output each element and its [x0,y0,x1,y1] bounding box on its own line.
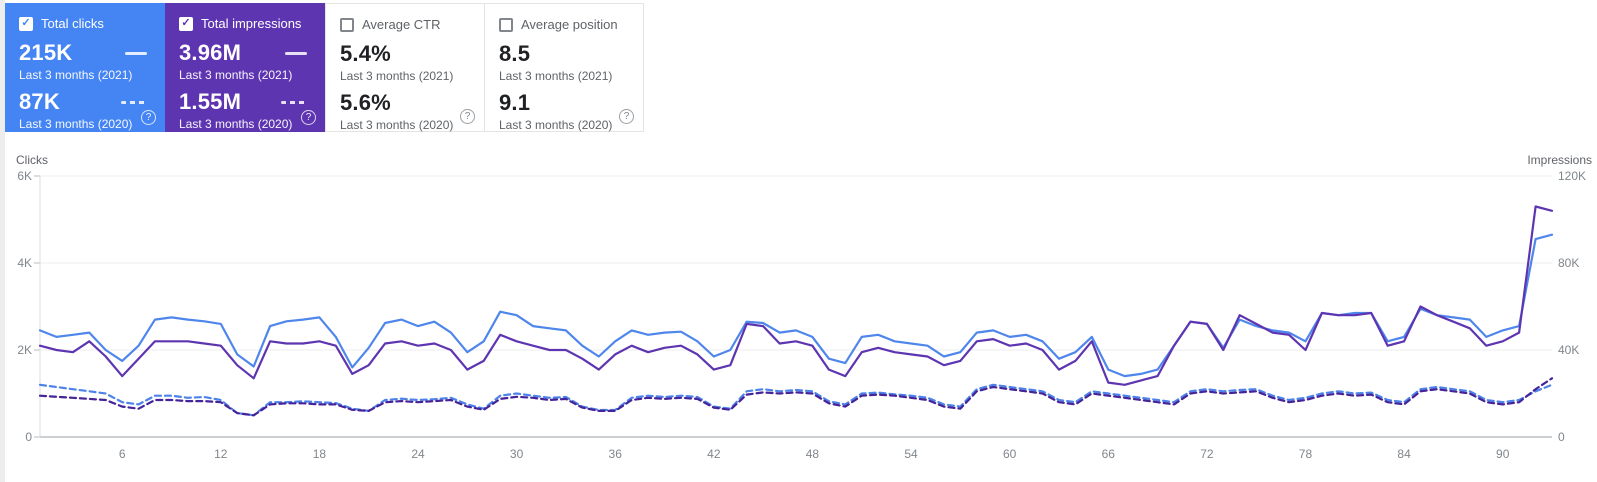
x-axis-tick-label: 30 [510,447,524,461]
x-axis-tick-label: 84 [1397,447,1411,461]
checkbox-checked-icon[interactable]: ✓ [179,16,193,31]
impressions-2021-line [38,205,1554,386]
solid-line-indicator [125,51,147,55]
x-axis-tick-label: 6 [119,447,126,461]
metric-period-previous: Last 3 months (2020) [19,117,133,131]
metric-value-current: 5.4% [340,41,391,66]
metric-card-average-position[interactable]: Average position 8.5 Last 3 months (2021… [484,3,644,132]
metric-value-current: 215K [19,40,73,65]
card-title: Average position [521,17,618,32]
x-axis-tick-label: 90 [1496,447,1510,461]
x-axis-tick-label: 36 [609,447,623,461]
help-icon[interactable]: ? [141,110,156,125]
checkbox-unchecked-icon[interactable] [499,17,513,32]
checkbox-checked-icon[interactable]: ✓ [19,16,33,31]
left-axis-tick-label: 4K [17,256,32,270]
x-axis-tick-label: 66 [1102,447,1116,461]
left-axis-tick-label: 6K [17,169,32,183]
solid-line-indicator [285,51,307,55]
impressions-2020-line [38,377,1554,417]
checkbox-unchecked-icon[interactable] [340,17,354,32]
right-axis-tick-label: 80K [1558,256,1579,270]
metric-period-current: Last 3 months (2021) [19,68,133,82]
left-axis-tick-label: 2K [17,343,32,357]
metric-card-average-ctr[interactable]: Average CTR 5.4% Last 3 months (2021) 5.… [325,3,485,132]
metric-period-previous: Last 3 months (2020) [340,118,454,132]
metric-value-previous: 1.55M [179,89,242,114]
x-axis-tick-label: 24 [411,447,425,461]
x-axis-tick-label: 12 [214,447,228,461]
metric-card-total-impressions[interactable]: ✓ Total impressions 3.96M Last 3 months … [165,3,325,132]
right-axis-title: Impressions [1527,153,1592,167]
left-axis-title: Clicks [16,153,48,167]
help-icon[interactable]: ? [301,110,316,125]
left-axis-tick-label: 0 [25,430,32,444]
metric-value-current: 8.5 [499,41,531,66]
help-icon[interactable]: ? [460,109,475,124]
metric-period-current: Last 3 months (2021) [340,69,454,83]
metric-value-current: 3.96M [179,40,242,65]
x-axis-tick-label: 60 [1003,447,1017,461]
metric-period-previous: Last 3 months (2020) [179,117,293,131]
x-axis-tick-label: 72 [1200,447,1214,461]
metric-period-current: Last 3 months (2021) [499,69,613,83]
performance-chart: 0 2K 4K 6K 0 40K 80K 120K Clicks Impressions 6 12 18… [16,153,1592,461]
card-title: Average CTR [362,17,441,32]
metric-period-previous: Last 3 months (2020) [499,118,613,132]
clicks-2020-line [38,383,1554,417]
dashed-line-indicator [281,100,307,104]
right-axis-tick-label: 40K [1558,343,1579,357]
x-axis-tick-label: 54 [904,447,918,461]
x-axis-tick-label: 18 [313,447,327,461]
metric-value-previous: 9.1 [499,90,531,115]
metric-card-total-clicks[interactable]: ✓ Total clicks 215K Last 3 months (2021)… [5,3,165,132]
metric-value-previous: 5.6% [340,90,391,115]
card-title: Total clicks [41,16,104,31]
page-left-gutter [0,0,5,482]
help-icon[interactable]: ? [619,109,634,124]
metric-cards-row: ✓ Total clicks 215K Last 3 months (2021)… [5,3,644,132]
x-axis-tick-label: 42 [707,447,721,461]
clicks-2021-line [38,233,1554,378]
metric-value-previous: 87K [19,89,60,114]
right-axis-tick-label: 0 [1558,430,1565,444]
performance-chart-area: 0 2K 4K 6K 0 40K 80K 120K Clicks Impressions 6 12 18… [0,148,1597,482]
metric-period-current: Last 3 months (2021) [179,68,293,82]
right-axis-tick-label: 120K [1558,169,1586,183]
dashed-line-indicator [121,100,147,104]
card-title: Total impressions [201,16,302,31]
x-axis-tick-label: 48 [806,447,820,461]
x-axis-tick-label: 78 [1299,447,1313,461]
